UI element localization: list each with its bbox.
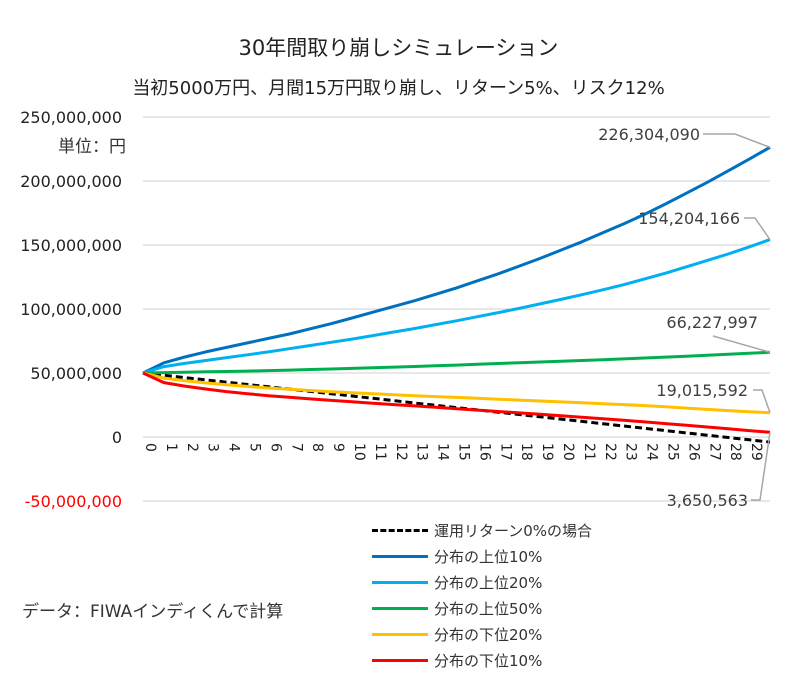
x-tick-label: 3 [205,443,221,452]
chart-subtitle: 当初5000万円、月間15万円取り崩し、リターン5%、リスク12% [132,78,665,99]
legend-swatch [372,606,428,610]
x-tick-label: 23 [623,443,639,461]
x-tick-label: 12 [393,443,409,461]
legend-label: 分布の上位10% [434,547,543,566]
unit-label: 単位：円 [58,137,126,157]
series-line-0 [142,371,771,444]
legend-swatch [372,632,428,636]
y-tick-label: 100,000,000 [20,300,122,319]
annotation-leader-line [744,217,771,241]
chart-title: 30年間取り崩しシミュレーション [238,36,559,60]
annotation-leader-line [703,133,771,149]
legend-item-top10: 分布の上位10% [372,543,592,569]
legend-label: 分布の下位10% [434,651,543,670]
legend-swatch [372,658,428,662]
legend-label: 分布の下位20% [434,625,543,644]
annotation-leader-line [753,389,771,413]
y-tick-label: 150,000,000 [20,236,122,255]
annotation-label: 154,204,166 [638,209,740,228]
series-line-1 [142,145,771,375]
x-tick-label: 7 [288,443,304,452]
series-line-5 [142,371,771,434]
x-tick-label: 16 [476,443,492,461]
x-tick-label: 1 [163,443,179,452]
legend-item-top50: 分布の上位50% [372,595,592,621]
y-axis-tick-labels: 250,000,000 200,000,000 150,000,000 100,000… [20,108,122,511]
x-tick-label: 26 [685,443,701,461]
x-tick-label: 8 [309,443,325,452]
x-tick-label: 13 [414,443,430,461]
annotation-label: 66,227,997 [666,313,758,332]
legend-label: 分布の上位20% [434,573,543,592]
x-tick-label: 2 [184,443,200,452]
x-tick-label: 21 [581,443,597,461]
legend-swatch [372,580,428,584]
y-tick-label: 0 [112,428,122,447]
x-tick-label: 22 [602,443,618,461]
x-tick-label: 19 [539,443,555,461]
annotation-leader-line [751,432,771,501]
x-tick-label: 10 [351,443,367,461]
x-tick-label: 5 [247,443,263,452]
gridlines [143,116,770,502]
legend-item-top20: 分布の上位20% [372,569,592,595]
series-line-4 [142,371,771,415]
x-tick-label: 18 [518,443,534,461]
x-tick-label: 4 [226,443,242,452]
annotation-leader-line [712,335,771,353]
x-tick-label: 9 [330,443,346,452]
x-tick-label: 25 [665,443,681,461]
x-tick-label: 0 [142,443,158,452]
x-tick-label: 14 [435,443,451,461]
x-tick-label: 24 [644,443,660,461]
x-tick-label: 29 [748,443,764,461]
y-tick-label: -50,000,000 [25,492,122,511]
series-line-3 [142,350,771,375]
legend-item-bottom10: 分布の下位10% [372,647,592,673]
legend-item-zero-return: 運用リターン0%の場合 [372,517,592,543]
legend-swatch [372,528,428,532]
x-tick-label: 6 [267,443,283,452]
legend-swatch [372,554,428,558]
source-note: データ：FIWAインディくんで計算 [22,602,284,622]
y-tick-label: 50,000,000 [30,364,122,383]
legend-label: 運用リターン0%の場合 [434,521,593,540]
x-axis-tick-labels: 0 1 2 3 4 5 6 7 8 9 10 11 12 13 14 15 16 17 18 19 20 21 22 23 24… [142,443,764,461]
annotation-label: 226,304,090 [598,125,700,144]
series-lines [142,145,771,444]
legend-label: 分布の上位50% [434,599,543,618]
x-tick-label: 11 [372,443,388,461]
y-tick-label: 200,000,000 [20,172,122,191]
x-tick-label: 15 [456,443,472,461]
annotation-label: 19,015,592 [656,381,748,400]
legend-item-bottom20: 分布の下位20% [372,621,592,647]
annotation-label: 3,650,563 [667,491,748,510]
data-annotations: 226,304,090 154,204,166 66,227,997 19,015,5… [598,125,771,510]
series-line-2 [142,238,771,375]
y-tick-label: 250,000,000 [20,108,122,127]
x-tick-label: 20 [560,443,576,461]
x-tick-label: 17 [497,443,513,461]
x-tick-label: 28 [727,443,743,461]
legend: 運用リターン0%の場合 分布の上位10% 分布の上位20% 分布の上位50% 分… [372,517,592,673]
x-tick-label: 27 [706,443,722,461]
